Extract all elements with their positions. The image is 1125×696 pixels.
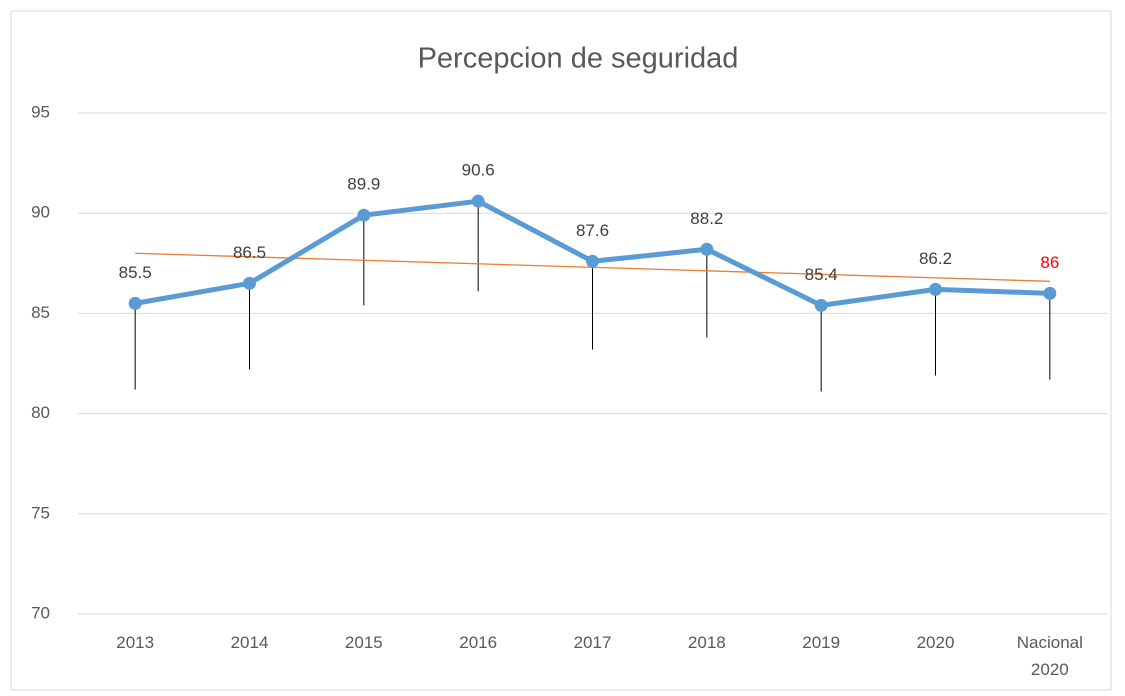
- marker: [586, 254, 599, 268]
- x-tick-label: 2014: [230, 633, 269, 652]
- data-label: 90.6: [462, 161, 495, 180]
- data-label: 88.2: [690, 209, 723, 228]
- x-tick-label: 2020: [916, 633, 955, 652]
- y-tick-label: 95: [31, 102, 50, 121]
- y-tick-label: 90: [31, 203, 50, 222]
- marker: [929, 282, 942, 296]
- x-tick-label: 2015: [344, 633, 383, 652]
- x-tick-label: 2017: [573, 633, 612, 652]
- chart-border: [10, 10, 1112, 691]
- data-label: 86: [1040, 253, 1059, 272]
- y-tick-label: 85: [31, 303, 50, 322]
- y-tick-label: 70: [31, 603, 50, 622]
- data-label: 87.6: [576, 221, 609, 240]
- y-tick-label: 75: [31, 503, 50, 522]
- marker: [128, 296, 142, 310]
- marker: [814, 298, 828, 312]
- x-tick-label: Nacional 2020: [1016, 633, 1083, 679]
- marker: [471, 194, 485, 208]
- marker: [243, 276, 256, 290]
- x-tick-label: 2016: [459, 633, 498, 652]
- data-label: 85.5: [119, 263, 152, 282]
- data-label: 86.5: [233, 243, 266, 262]
- x-tick-label: 2019: [802, 633, 841, 652]
- y-tick-label: 80: [31, 403, 50, 422]
- x-tick-label: 2018: [687, 633, 726, 652]
- marker: [1043, 286, 1057, 300]
- x-tick-label: 2013: [116, 633, 155, 652]
- data-label: 86.2: [919, 249, 952, 268]
- data-label: 85.4: [805, 265, 838, 284]
- chart-title: Percepcion de seguridad: [418, 43, 739, 75]
- marker: [700, 242, 714, 256]
- marker: [357, 208, 371, 222]
- data-label: 89.9: [347, 175, 380, 194]
